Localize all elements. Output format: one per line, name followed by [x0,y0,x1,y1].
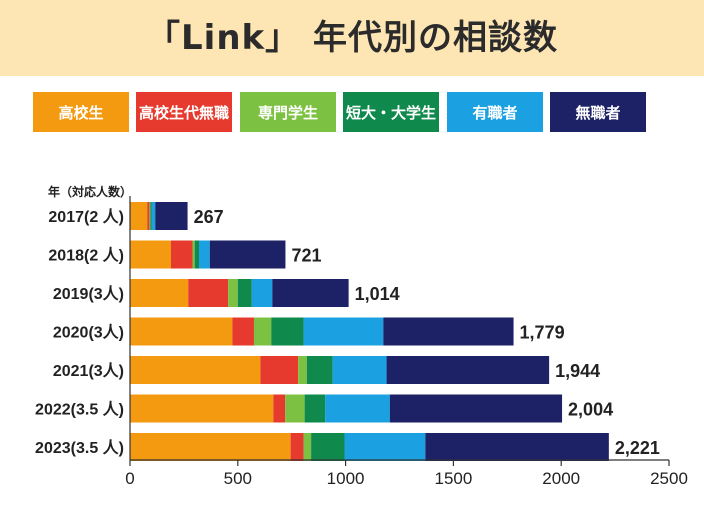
category-label: 2021(3人) [53,362,124,380]
bar-segment-6-5 [425,433,609,461]
bar-segment-1-2 [192,240,195,269]
category-label: 2023(3.5 人) [35,439,124,457]
y-axis-label: 年（対応人数） [48,184,132,199]
bar-segment-1-1 [170,240,193,269]
bar-segment-4-1 [260,356,299,384]
bar-segment-5-4 [325,394,390,423]
total-label: 1,944 [555,361,600,381]
x-tick-label: 500 [224,469,252,488]
bar-segment-1-4 [198,240,210,269]
legend-item-high-school: 高校生 [33,92,129,132]
total-label: 721 [291,246,321,266]
legend-item-vocational-student: 専門学生 [240,92,336,132]
legend-item-unemployed: 無職者 [550,92,646,132]
x-tick-label: 2000 [542,469,580,488]
bar-segment-3-4 [303,317,384,346]
bar-segment-2-4 [251,279,273,307]
legend-item-college-student: 短大・大学生 [343,92,439,132]
bar-segment-3-2 [253,317,272,346]
bar-segment-4-5 [386,356,550,384]
bar-segment-4-0 [130,356,261,384]
bar-segment-6-2 [303,433,312,461]
bar-segment-5-5 [389,394,563,423]
bar-segment-6-3 [311,433,345,461]
bar-segment-1-0 [130,240,171,269]
bar-segment-6-4 [344,433,426,461]
bar-segment-5-2 [285,394,305,423]
bar-segment-2-1 [188,279,229,307]
legend-item-high-school-age-unemployed: 高校生代無職 [136,92,232,132]
bar-segment-0-5 [155,202,188,230]
bar-segment-5-3 [304,394,326,423]
total-label: 2,221 [615,438,660,458]
bar-segment-1-3 [194,240,199,269]
bar-segment-5-0 [130,394,274,423]
bar-segment-4-4 [332,356,387,384]
x-tick-label: 0 [125,469,134,488]
title-banner [0,0,704,76]
bar-segment-0-2 [149,202,151,230]
bar-segment-0-4 [151,202,156,230]
bar-segment-0-0 [130,202,148,230]
bar-segment-6-0 [130,433,291,461]
bar-segment-3-0 [130,317,233,346]
x-tick-label: 2500 [650,469,688,488]
category-label: 2018(2 人) [48,247,124,265]
bar-segment-3-3 [271,317,304,346]
total-label: 267 [194,207,224,227]
bar-segment-0-1 [147,202,150,230]
bar-segment-4-3 [306,356,333,384]
category-label: 2022(3.5 人) [35,401,124,419]
bar-segment-6-1 [290,433,304,461]
total-label: 2,004 [568,400,613,420]
category-label: 2017(2 人) [48,208,124,226]
bar-segment-2-0 [130,279,189,307]
chart-legend: 高校生 高校生代無職 専門学生 短大・大学生 有職者 無職者 [0,92,704,132]
x-tick-label: 1500 [434,469,472,488]
bar-segment-5-1 [273,394,286,423]
bar-segment-1-5 [209,240,286,269]
bar-segment-4-2 [298,356,307,384]
bar-segment-2-2 [228,279,238,307]
bar-segment-3-5 [383,317,514,346]
x-tick-label: 1000 [327,469,365,488]
bar-segment-2-5 [272,279,349,307]
total-label: 1,014 [355,284,400,304]
bar-segment-3-1 [232,317,254,346]
legend-item-employed: 有職者 [447,92,543,132]
bar-segment-0-3 [150,202,152,230]
category-label: 2019(3人) [53,285,124,303]
total-label: 1,779 [520,323,565,343]
page-title: 「Link」 年代別の相談数 [146,18,558,58]
bar-segment-2-3 [237,279,252,307]
category-label: 2020(3人) [53,324,124,342]
